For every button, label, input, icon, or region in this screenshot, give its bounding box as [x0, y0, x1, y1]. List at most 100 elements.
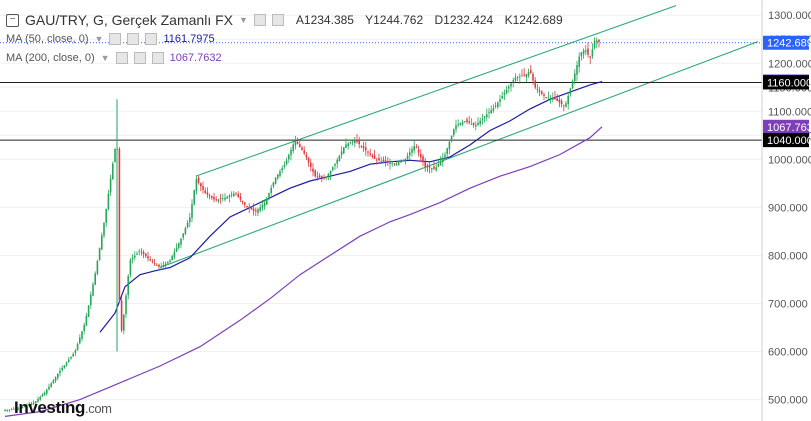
candle-body — [173, 251, 176, 258]
candle-body — [101, 235, 103, 250]
candle-body — [255, 210, 257, 212]
candle-body — [508, 86, 510, 89]
candle-body — [307, 157, 310, 163]
candle-body — [109, 178, 112, 193]
candle-body — [6, 409, 8, 411]
candle-body — [277, 174, 279, 179]
candle-body — [87, 305, 90, 318]
candle-body — [294, 140, 297, 146]
close-icon[interactable] — [145, 33, 158, 45]
price-label: 1040.000 — [767, 135, 811, 147]
candle-body — [290, 149, 292, 156]
candle-body — [175, 247, 178, 252]
price-label-bg — [763, 119, 809, 134]
ma200-indicator[interactable]: MA (200, close, 0) ▼ 1067.7632 — [6, 52, 222, 64]
candle-body — [521, 75, 523, 77]
candle-body — [26, 405, 28, 407]
candle-body — [527, 71, 530, 76]
candle-body — [358, 140, 360, 145]
candle-body — [160, 266, 162, 268]
candle-body — [431, 168, 433, 170]
candle-body — [118, 148, 121, 301]
candle-body — [596, 40, 598, 42]
candle-body — [303, 150, 305, 154]
candle-body — [46, 389, 48, 394]
candle-body — [369, 153, 371, 155]
candle-body — [523, 74, 525, 76]
settings-icon[interactable] — [133, 52, 146, 64]
price-label-bg — [763, 133, 809, 148]
candle-body — [351, 141, 354, 143]
candle-body — [241, 200, 244, 203]
y-tick-label: 1300.000 — [768, 10, 811, 22]
open-value: A1234.385 — [295, 13, 354, 27]
candle-body — [178, 243, 180, 248]
gear-icon[interactable] — [271, 14, 284, 26]
candle-body — [477, 122, 479, 126]
candle-body — [134, 255, 136, 258]
candle-body — [567, 95, 569, 104]
candle-body — [213, 196, 215, 200]
candle-body — [325, 176, 327, 178]
candle-body — [140, 251, 143, 253]
candle-body — [481, 118, 484, 120]
candle-body — [453, 129, 455, 136]
candle-body — [32, 402, 35, 405]
ma50-indicator[interactable]: MA (50, close, 0) ▼ 1161.7975 — [6, 33, 215, 45]
price-axis[interactable]: 1300.0001250.0001200.0001150.0001100.000… — [768, 10, 811, 406]
settings-icon[interactable] — [127, 33, 140, 45]
price-label: 1067.763 — [767, 122, 811, 134]
candle-body — [424, 161, 426, 167]
candle-body — [446, 148, 448, 154]
candle-body — [151, 261, 154, 263]
candle-body — [382, 159, 385, 162]
candle-body — [195, 179, 198, 192]
candle-body — [444, 154, 446, 157]
candle-body — [580, 52, 583, 57]
candle-body — [552, 98, 554, 100]
collapse-icon[interactable]: − — [6, 13, 19, 27]
candle-body — [83, 325, 85, 331]
candle-body — [470, 123, 473, 125]
eye-icon[interactable] — [115, 52, 128, 64]
candle-body — [164, 263, 167, 266]
candle-body — [356, 139, 358, 143]
y-tick-label: 600.000 — [768, 347, 808, 359]
close-value: K1242.689 — [504, 13, 563, 27]
candle-body — [39, 396, 41, 400]
candle-body — [536, 89, 539, 91]
candle-body — [571, 80, 574, 89]
candle-body — [266, 198, 268, 205]
chevron-down-icon[interactable]: ▼ — [100, 53, 110, 63]
candle-body — [57, 373, 59, 378]
candle-body — [472, 122, 475, 126]
candle-body — [384, 160, 387, 162]
chevron-down-icon[interactable]: ▼ — [94, 34, 104, 44]
close-icon[interactable] — [151, 52, 164, 64]
settings-icon[interactable] — [253, 14, 266, 26]
candle-body — [404, 158, 407, 162]
chevron-down-icon[interactable]: ▼ — [238, 15, 248, 25]
candle-body — [486, 114, 488, 118]
candle-body — [433, 166, 435, 169]
candle-body — [327, 173, 330, 178]
candle-body — [123, 314, 125, 331]
ma50-label: MA (50, close, 0) — [6, 33, 89, 45]
candle-body — [186, 222, 189, 228]
price-label-bg — [763, 35, 809, 50]
candle-body — [248, 206, 250, 209]
candle-body — [272, 182, 275, 187]
candle-body — [182, 233, 184, 238]
candle-body — [310, 162, 312, 168]
candle-body — [587, 48, 589, 55]
candle-body — [274, 177, 277, 184]
candle-body — [332, 167, 334, 171]
candle-body — [158, 264, 160, 267]
eye-icon[interactable] — [109, 33, 122, 45]
candle-body — [28, 404, 30, 406]
candle-body — [497, 102, 499, 107]
price-label: 1242.689 — [767, 38, 811, 50]
candle-body — [569, 88, 572, 94]
candle-body — [129, 259, 132, 276]
